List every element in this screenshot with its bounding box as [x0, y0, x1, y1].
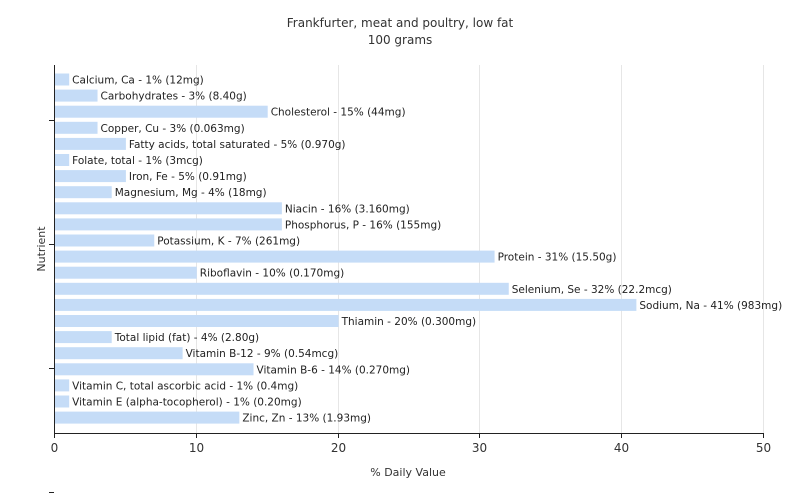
bar-label: Sodium, Na - 41% (983mg): [639, 300, 782, 312]
bar-label: Phosphorus, P - 16% (155mg): [285, 219, 441, 231]
bar: [55, 73, 70, 86]
bar-label: Riboflavin - 10% (0.170mg): [200, 268, 344, 280]
x-axis-label: % Daily Value: [370, 466, 446, 479]
bar-label: Fatty acids, total saturated - 5% (0.970…: [129, 139, 346, 151]
bar-label: Potassium, K - 7% (261mg): [157, 236, 300, 248]
bar-label: Vitamin C, total ascorbic acid - 1% (0.4…: [72, 380, 298, 392]
bar-label: Folate, total - 1% (3mcg): [72, 155, 203, 167]
bar: [55, 234, 155, 247]
bar-label: Calcium, Ca - 1% (12mg): [72, 75, 204, 87]
x-tick-label: 20: [331, 441, 346, 455]
y-axis-label: Nutrient: [35, 226, 48, 272]
x-tick-label: 0: [51, 441, 59, 455]
bar: [55, 105, 268, 118]
bar: [55, 315, 339, 327]
bar: [55, 121, 98, 134]
bar-label: Protein - 31% (15.50g): [498, 252, 617, 264]
grid-lines: [196, 65, 764, 433]
x-tick-label: 40: [614, 441, 629, 455]
chart-title: Frankfurter, meat and poultry, low fat: [287, 16, 514, 30]
bar: [55, 298, 637, 311]
bar-label: Carbohydrates - 3% (8.40g): [101, 91, 247, 103]
bar-label: Niacin - 16% (3.160mg): [285, 203, 410, 215]
bar-label: Zinc, Zn - 13% (1.93mg): [242, 413, 371, 425]
bar: [55, 154, 70, 166]
bar-label: Copper, Cu - 3% (0.063mg): [101, 123, 245, 135]
bar: [55, 379, 70, 392]
axes: 0 10 20 30 40 50: [49, 65, 771, 493]
bar: [55, 282, 509, 295]
bar-label: Selenium, Se - 32% (22.2mcg): [512, 284, 672, 296]
bar: [55, 89, 98, 102]
bar: [55, 395, 70, 408]
bar: [55, 266, 197, 279]
bar: [55, 186, 112, 199]
bar: [55, 250, 495, 263]
bar: [55, 347, 183, 360]
bar: [55, 218, 282, 231]
bar: [55, 170, 126, 183]
bar: [55, 363, 254, 376]
bar: [55, 331, 112, 344]
bar-label: Magnesium, Mg - 4% (18mg): [115, 187, 267, 199]
bar: [55, 137, 126, 150]
bar-label: Vitamin E (alpha-tocopherol) - 1% (0.20m…: [72, 397, 302, 409]
x-tick-label: 50: [756, 441, 771, 455]
bar-label: Vitamin B-6 - 14% (0.270mg): [257, 364, 411, 376]
bar: [55, 411, 240, 424]
chart-subtitle: 100 grams: [368, 33, 433, 47]
bar-label: Vitamin B-12 - 9% (0.54mcg): [186, 348, 339, 360]
x-tick-label: 30: [472, 441, 487, 455]
x-tick-label: 10: [189, 441, 204, 455]
bar-label: Thiamin - 20% (0.300mg): [341, 316, 477, 328]
bars: Calcium, Ca - 1% (12mg) Carbohydrates - 3…: [55, 73, 782, 425]
bar-label: Iron, Fe - 5% (0.91mg): [129, 171, 247, 183]
bar-label: Cholesterol - 15% (44mg): [271, 107, 406, 119]
bar: [55, 202, 282, 215]
bar-label: Total lipid (fat) - 4% (2.80g): [114, 332, 259, 344]
